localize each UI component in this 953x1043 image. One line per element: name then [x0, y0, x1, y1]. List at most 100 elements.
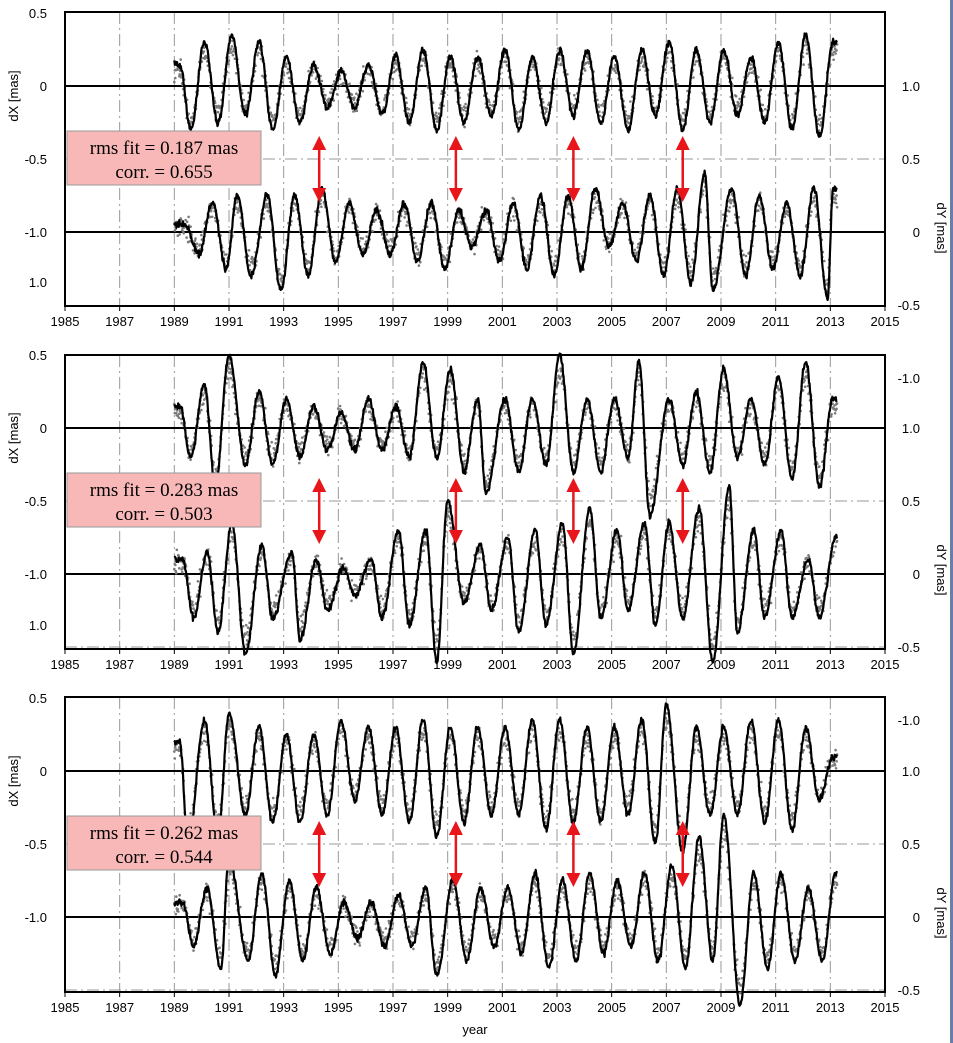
dx-observation-dot	[434, 117, 437, 121]
dx-observation-dot	[446, 398, 449, 402]
dx-observation-dot	[285, 62, 288, 66]
dx-observation-dot	[436, 440, 440, 444]
dx-observation-dot	[284, 65, 288, 68]
dx-observation-dot	[757, 75, 760, 79]
dy-observation-dot	[480, 206, 484, 209]
dy-observation-dot	[567, 212, 570, 215]
dy-observation-dot	[728, 206, 732, 209]
dy-observation-dot	[447, 510, 450, 513]
dx-observation-dot	[679, 441, 682, 445]
dx-observation-dot	[488, 103, 492, 107]
dx-observation-dot	[829, 415, 833, 418]
dx-observation-dot	[573, 93, 576, 97]
dy-observation-dot	[797, 259, 800, 262]
dy-observation-dot	[531, 552, 535, 555]
dy-observation-dot	[478, 557, 481, 560]
x-tick-label: 1991	[215, 314, 244, 329]
dx-observation-dot	[350, 434, 353, 438]
dx-observation-dot	[229, 377, 233, 380]
dx-observation-dot	[515, 111, 519, 114]
dy-observation-dot	[182, 232, 185, 235]
dx-observation-dot	[324, 93, 327, 97]
dy-observation-dot	[513, 219, 516, 222]
dy-observation-dot	[236, 211, 240, 214]
dy-observation-dot	[304, 601, 308, 604]
dy-observation-dot	[473, 252, 476, 256]
dx-observation-dot	[475, 49, 479, 53]
dy-observation-dot	[266, 203, 269, 207]
dx-observation-dot	[339, 83, 342, 87]
dx-observation-dot	[477, 70, 481, 73]
dx-observation-dot	[234, 412, 237, 416]
dy-observation-dot	[262, 217, 266, 220]
dx-observation-dot	[763, 446, 767, 449]
dy-observation-dot	[783, 215, 787, 218]
dy-model-line	[173, 169, 838, 302]
dx-observation-dot	[554, 400, 557, 404]
dy-observation-dot	[463, 591, 466, 595]
dy-observation-dot	[396, 537, 400, 541]
dx-observation-dot	[353, 96, 356, 99]
dy-observation-dot	[490, 599, 494, 603]
dy-tick-label: 0.5	[902, 494, 920, 509]
dy-observation-dot	[561, 535, 564, 538]
x-tick-label: 2009	[707, 314, 736, 329]
dx-observation-dot	[320, 79, 324, 83]
dx-observation-dot	[369, 74, 373, 77]
dx-observation-dot	[486, 474, 490, 478]
dy-observation-dot	[429, 216, 433, 220]
x-tick-label: 2003	[543, 657, 572, 672]
x-tick-label: 1993	[269, 314, 298, 329]
dy-observation-dot	[374, 218, 377, 222]
dx-observation-dot	[616, 419, 619, 422]
dy-tick-label: -0.5	[898, 298, 920, 313]
dx-observation-dot	[557, 57, 561, 60]
dx-observation-dot	[748, 71, 751, 75]
corr-text: corr. = 0.655	[115, 162, 212, 183]
dx-observation-dot	[307, 69, 310, 73]
dy-observation-dot	[471, 238, 475, 241]
dy-observation-dot	[274, 594, 278, 597]
dy-observation-dot	[287, 569, 290, 572]
dy-observation-dot	[539, 211, 542, 214]
x-tick-label: 1987	[105, 314, 134, 329]
dy-observation-dot	[689, 265, 692, 269]
rms-fit-text: rms fit = 0.187 mas	[90, 138, 238, 159]
dy-observation-dot	[273, 605, 277, 609]
dx-observation-dot	[189, 458, 192, 462]
dx-observation-dot	[227, 59, 231, 62]
dx-observation-dot	[803, 385, 807, 389]
dx-observation-dot	[487, 100, 491, 104]
dx-observation-dot	[229, 367, 232, 371]
dx-observation-dot	[259, 57, 263, 61]
dx-tick-label: -0.5	[25, 152, 47, 167]
dy-observation-dot	[726, 224, 729, 227]
dx-observation-dot	[488, 468, 492, 472]
dx-observation-dot	[385, 426, 389, 430]
dx-observation-dot	[395, 415, 399, 418]
dy-observation-dot	[225, 253, 228, 256]
dy-observation-dot	[744, 254, 748, 258]
dy-observation-dot	[217, 618, 221, 622]
dy-observation-dot	[639, 231, 642, 234]
dx-observation-dot	[330, 87, 334, 91]
x-tick-label: 2001	[488, 657, 517, 672]
dx-observation-dot	[750, 71, 754, 74]
dy-observation-dot	[556, 555, 560, 558]
dy-observation-dot	[509, 219, 513, 222]
dx-observation-dot	[628, 461, 631, 464]
dx-model-line	[173, 352, 838, 520]
dx-observation-dot	[338, 404, 342, 408]
dx-observation-dot	[348, 82, 351, 86]
dy-observation-dot	[194, 237, 197, 240]
dy-observation-dot	[758, 204, 761, 208]
dy-observation-dot	[417, 264, 421, 267]
dx-observation-dot	[597, 452, 600, 455]
dx-observation-dot	[474, 74, 477, 78]
dx-observation-dot	[450, 66, 453, 69]
dy-observation-dot	[823, 259, 826, 263]
dx-observation-dot	[421, 372, 425, 375]
dy-observation-dot	[512, 215, 515, 218]
dy-observation-dot	[729, 201, 733, 205]
dy-observation-dot	[403, 216, 406, 219]
